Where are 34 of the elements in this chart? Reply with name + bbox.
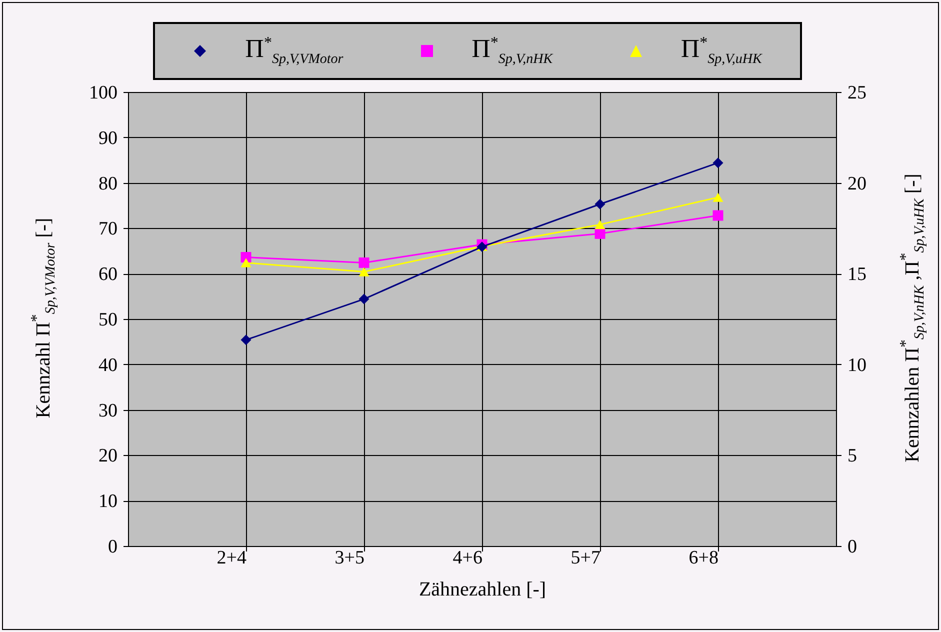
point — [712, 210, 724, 221]
y-tick-label: 60 — [98, 264, 118, 286]
y-tick-label: 20 — [98, 446, 118, 467]
point — [594, 228, 606, 239]
y-tick-label: 70 — [98, 218, 118, 240]
x-tick-label: 3+5 — [334, 548, 364, 568]
point — [712, 192, 724, 202]
point — [712, 158, 724, 168]
point — [358, 257, 370, 268]
y-tick-label: 100 — [89, 82, 118, 104]
y2-tick-label: 0 — [848, 536, 857, 558]
x-axis-title: Zähnezahlen [-] — [418, 578, 546, 600]
y-tick-label: 90 — [98, 128, 118, 149]
x-tick-label: 5+7 — [570, 548, 600, 568]
y-tick-label: 30 — [98, 400, 118, 422]
point — [594, 220, 606, 230]
point — [594, 198, 606, 210]
y-tick-label: 80 — [98, 173, 118, 194]
y2-tick-label: 10 — [848, 354, 866, 376]
x-tick-label: 4+6 — [452, 548, 482, 568]
point — [240, 258, 252, 268]
y-tick-label: 40 — [98, 354, 118, 376]
point — [358, 267, 370, 276]
y-tick-label: 50 — [98, 310, 118, 330]
y2-tick-label: 25 — [848, 82, 866, 104]
y2-tick-label: 5 — [848, 446, 857, 467]
y2-tick-label: 15 — [848, 264, 866, 286]
x-tick-label: 2+4 — [216, 548, 247, 568]
y2-tick-label: 20 — [848, 173, 866, 194]
point — [240, 334, 252, 346]
y-tick-label: 0 — [108, 536, 118, 558]
x-tick-label: 6+8 — [688, 548, 718, 568]
y-tick-label: 10 — [98, 491, 118, 512]
point — [358, 294, 370, 304]
